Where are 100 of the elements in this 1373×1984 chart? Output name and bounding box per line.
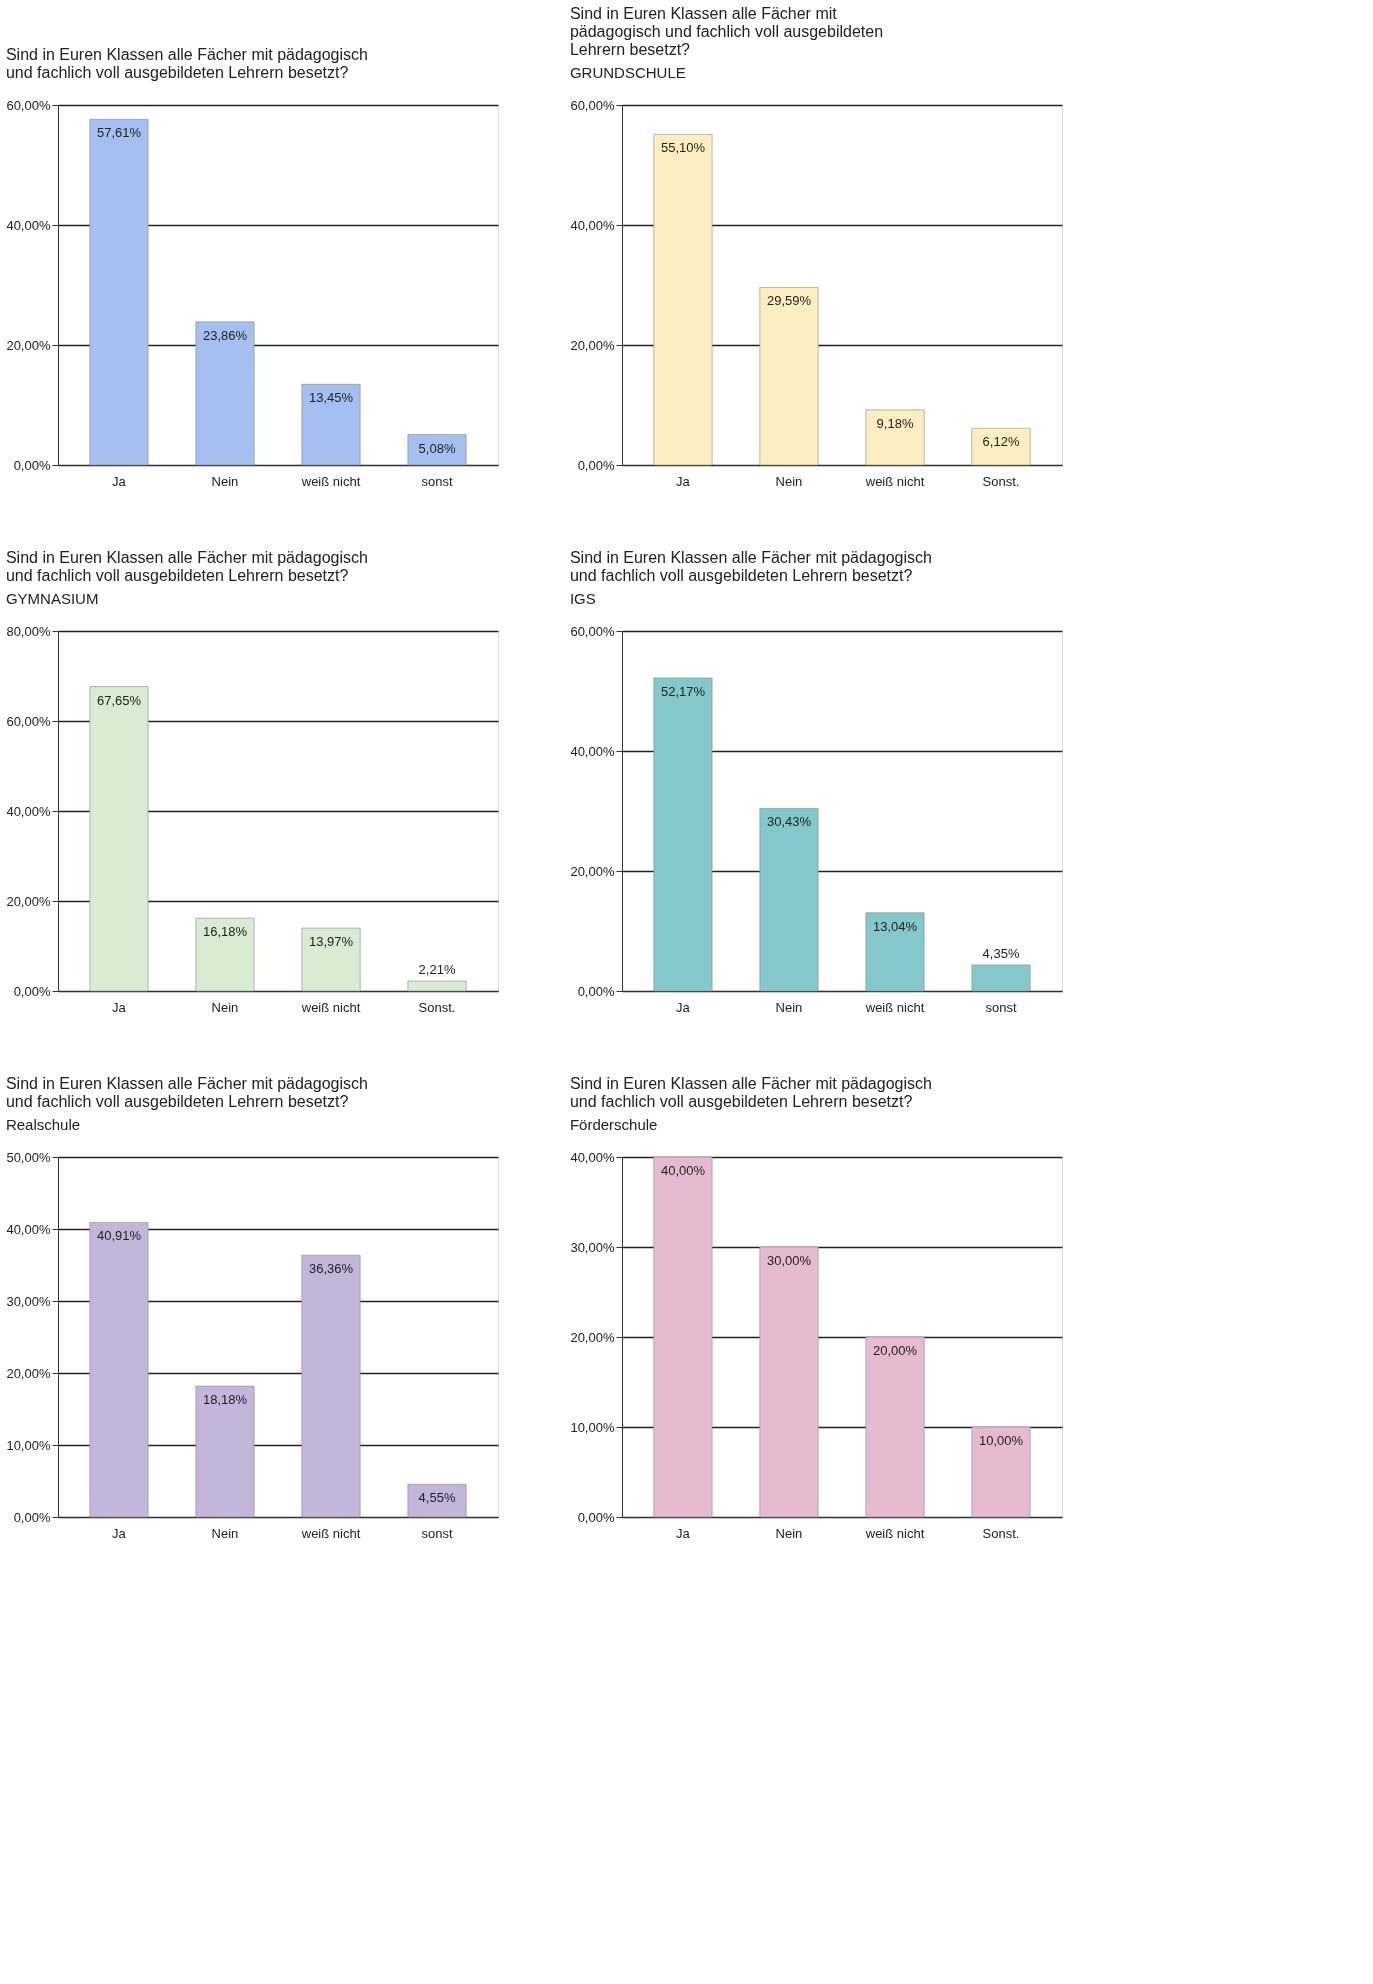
x-tick-label: sonst bbox=[421, 1525, 453, 1541]
bar bbox=[407, 980, 467, 992]
data-label: 6,12% bbox=[982, 434, 1020, 450]
bar bbox=[195, 917, 255, 992]
x-tick-label: Ja bbox=[112, 473, 127, 489]
y-tick-label: 20,00% bbox=[6, 1365, 51, 1381]
chart-subtitle: GYMNASIUM bbox=[5, 590, 99, 607]
x-tick-label: weiß nicht bbox=[300, 1525, 361, 1541]
bar bbox=[653, 1156, 713, 1518]
chart-title: Sind in Euren Klassen alle Fächer mit pädagogisch und fachlich voll ausgebildeten Lehrern besetzt? bbox=[5, 46, 368, 81]
bar bbox=[971, 427, 1031, 466]
chart-title: Sind in Euren Klassen alle Fächer mit pädagogisch und fachlich voll ausgebildeten Lehrern besetzt? bbox=[5, 549, 368, 584]
data-label: 30,43% bbox=[766, 814, 812, 830]
y-tick-label: 10,00% bbox=[570, 1419, 615, 1435]
data-label: 52,17% bbox=[660, 683, 706, 699]
data-label: 13,97% bbox=[308, 934, 354, 950]
y-tick-label: 10,00% bbox=[6, 1437, 51, 1453]
x-tick-label: Sonst. bbox=[418, 999, 456, 1015]
chart-subtitle: GRUNDSCHULE bbox=[569, 64, 686, 81]
y-tick-label: 20,00% bbox=[6, 337, 51, 353]
bar bbox=[407, 1483, 467, 1518]
bar bbox=[301, 927, 361, 992]
bar bbox=[759, 808, 819, 992]
chart-title: Sind in Euren Klassen alle Fächer mit pädagogisch und fachlich voll ausgebildeten Lehrern besetzt? bbox=[569, 549, 932, 584]
y-tick-label: 20,00% bbox=[6, 893, 51, 909]
x-tick-label: Ja bbox=[676, 473, 691, 489]
y-tick-label: 60,00% bbox=[570, 623, 615, 639]
x-tick-label: Ja bbox=[676, 999, 691, 1015]
data-label: 40,91% bbox=[96, 1228, 142, 1244]
x-tick-label: weiß nicht bbox=[300, 473, 361, 489]
bar bbox=[653, 677, 713, 992]
chart-title: Sind in Euren Klassen alle Fächer mit pädagogisch und fachlich voll ausgebildeten Lehrern besetzt? bbox=[569, 1075, 932, 1110]
bar bbox=[971, 964, 1031, 992]
data-label: 57,61% bbox=[96, 125, 142, 141]
data-label: 29,59% bbox=[766, 293, 812, 309]
data-label: 13,45% bbox=[308, 390, 354, 406]
y-tick-label: 60,00% bbox=[6, 97, 51, 113]
x-tick-label: Ja bbox=[112, 999, 127, 1015]
y-tick-label: 40,00% bbox=[570, 1149, 615, 1165]
data-label: 4,35% bbox=[982, 945, 1020, 961]
bar bbox=[759, 287, 819, 466]
data-label: 40,00% bbox=[660, 1163, 706, 1178]
data-label: 4,55% bbox=[418, 1490, 456, 1506]
data-label: 10,00% bbox=[978, 1433, 1024, 1448]
x-tick-label: Nein bbox=[775, 999, 803, 1015]
chart-title: Sind in Euren Klassen alle Fächer mit pädagogisch und fachlich voll ausgebildeten Lehrern besetzt? bbox=[569, 5, 884, 58]
bar bbox=[301, 1254, 361, 1518]
x-tick-label: Ja bbox=[676, 1525, 691, 1541]
bar bbox=[89, 686, 149, 992]
chart-title: Sind in Euren Klassen alle Fächer mit pädagogisch und fachlich voll ausgebildeten Lehrern besetzt? bbox=[5, 1075, 368, 1110]
data-label: 16,18% bbox=[202, 924, 248, 940]
x-tick-label: Nein bbox=[775, 473, 803, 489]
y-tick-label: 0,00% bbox=[577, 1509, 615, 1525]
bar bbox=[301, 384, 361, 466]
bar bbox=[865, 1336, 925, 1518]
x-tick-label: weiß nicht bbox=[864, 1525, 925, 1541]
y-tick-label: 0,00% bbox=[13, 1509, 51, 1525]
x-tick-label: Sonst. bbox=[982, 1525, 1020, 1541]
y-tick-label: 40,00% bbox=[570, 217, 615, 233]
bar bbox=[407, 434, 467, 466]
y-tick-label: 0,00% bbox=[13, 457, 51, 473]
bar bbox=[195, 321, 255, 466]
y-tick-label: 20,00% bbox=[570, 863, 615, 879]
bar bbox=[865, 409, 925, 466]
x-tick-label: weiß nicht bbox=[864, 999, 925, 1015]
y-tick-label: 20,00% bbox=[570, 1329, 615, 1345]
data-label: 2,21% bbox=[418, 962, 456, 978]
y-tick-label: 50,00% bbox=[6, 1149, 51, 1165]
y-tick-label: 0,00% bbox=[577, 983, 615, 999]
bar bbox=[653, 134, 713, 466]
data-label: 13,04% bbox=[872, 918, 918, 934]
y-tick-label: 30,00% bbox=[570, 1239, 615, 1255]
data-label: 30,00% bbox=[766, 1253, 812, 1268]
y-tick-label: 30,00% bbox=[6, 1293, 51, 1309]
y-tick-label: 40,00% bbox=[570, 743, 615, 759]
x-tick-label: Ja bbox=[112, 1525, 127, 1541]
y-tick-label: 60,00% bbox=[6, 713, 51, 729]
data-label: 9,18% bbox=[876, 415, 914, 431]
x-tick-label: Sonst. bbox=[982, 473, 1020, 489]
data-label: 18,18% bbox=[202, 1392, 248, 1408]
data-label: 20,00% bbox=[872, 1343, 918, 1358]
x-tick-label: sonst bbox=[421, 473, 453, 489]
y-tick-label: 20,00% bbox=[570, 337, 615, 353]
x-tick-label: Nein bbox=[211, 999, 239, 1015]
y-tick-label: 40,00% bbox=[6, 1221, 51, 1237]
y-tick-label: 40,00% bbox=[6, 803, 51, 819]
x-tick-label: Nein bbox=[775, 1525, 803, 1541]
x-tick-label: weiß nicht bbox=[300, 999, 361, 1015]
data-label: 23,86% bbox=[202, 327, 248, 343]
data-label: 55,10% bbox=[660, 140, 706, 156]
chart-subtitle: Förderschule bbox=[569, 1116, 658, 1133]
bar bbox=[89, 119, 149, 466]
data-label: 67,65% bbox=[96, 692, 142, 708]
x-tick-label: sonst bbox=[985, 999, 1017, 1015]
data-label: 5,08% bbox=[418, 440, 456, 456]
y-tick-label: 60,00% bbox=[570, 97, 615, 113]
bar bbox=[971, 1426, 1031, 1518]
y-tick-label: 80,00% bbox=[6, 623, 51, 639]
bar bbox=[865, 912, 925, 992]
bar bbox=[89, 1222, 149, 1518]
